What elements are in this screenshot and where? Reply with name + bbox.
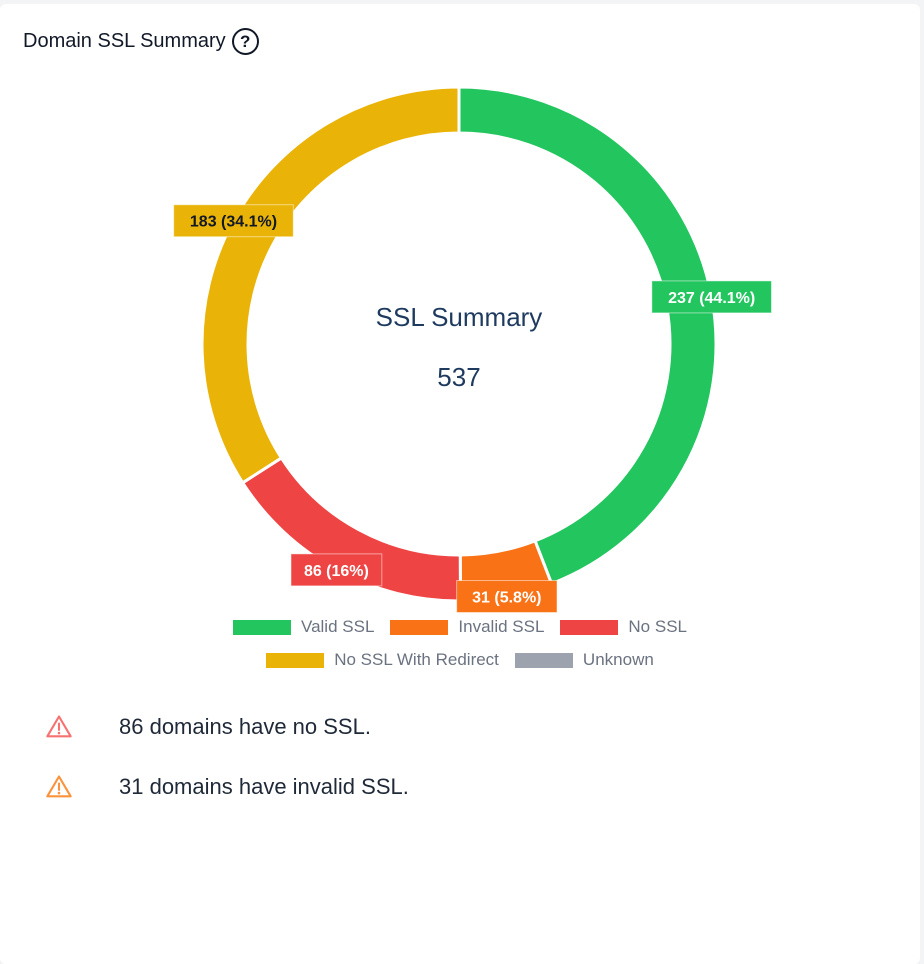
slice-no-ssl-with-redirect[interactable] — [200, 85, 461, 485]
warning-icon — [46, 715, 72, 738]
data-label-text: 86 (16%) — [304, 563, 369, 580]
data-label-text: 31 (5.8%) — [472, 590, 541, 607]
legend-swatch — [266, 652, 325, 668]
alert-item: 86 domains have no SSL. — [45, 712, 409, 742]
alerts-list: 86 domains have no SSL. 31 domains have i… — [45, 712, 409, 832]
warning-icon — [46, 775, 72, 798]
legend-label: Valid SSL — [301, 617, 375, 636]
data-label-no-ssl: 86 (16%) — [290, 553, 383, 587]
data-label-valid-ssl: 237 (44.1%) — [651, 280, 772, 314]
alert-text: 86 domains have no SSL. — [119, 714, 371, 739]
legend-swatch — [560, 619, 619, 635]
legend-label: No SSL — [628, 617, 687, 636]
data-label-box — [651, 280, 772, 314]
legend-row-2: No SSL With Redirect Unknown — [0, 650, 920, 670]
legend-label: Unknown — [582, 650, 654, 669]
data-label-invalid-ssl: 31 (5.8%) — [456, 580, 558, 614]
legend-label: Invalid SSL — [458, 617, 545, 636]
legend-item-unknown[interactable]: Unknown — [514, 650, 654, 670]
legend-item-no-ssl-with-redirect[interactable]: No SSL With Redirect — [266, 650, 499, 670]
legend-swatch — [390, 619, 449, 635]
slice-valid-ssl[interactable] — [457, 85, 718, 586]
card-header: Domain SSL Summary ? — [23, 28, 259, 55]
legend-swatch — [514, 652, 573, 668]
legend-item-no-ssl[interactable]: No SSL — [560, 617, 687, 637]
data-label-no-ssl-with-redirect: 183 (34.1%) — [173, 204, 294, 238]
legend-item-valid-ssl[interactable]: Valid SSL — [233, 617, 374, 637]
legend-item-invalid-ssl[interactable]: Invalid SSL — [390, 617, 544, 637]
data-label-text: 237 (44.1%) — [668, 290, 755, 307]
data-label-text: 183 (34.1%) — [190, 214, 277, 231]
legend-row-1: Valid SSL Invalid SSL No SSL — [0, 617, 920, 637]
data-label-box — [290, 553, 383, 587]
data-label-box — [456, 580, 558, 614]
help-icon[interactable]: ? — [231, 28, 259, 55]
ssl-summary-card: Domain SSL Summary ? — [0, 4, 920, 964]
data-label-box — [173, 204, 294, 238]
legend-label: No SSL With Redirect — [334, 650, 499, 669]
alert-item: 31 domains have invalid SSL. — [45, 772, 409, 802]
card-title: Domain SSL Summary — [23, 30, 226, 52]
center-label: SSL Summary — [376, 302, 543, 332]
alert-text: 31 domains have invalid SSL. — [119, 774, 409, 799]
center-value: 537 — [437, 362, 480, 392]
legend-swatch — [233, 619, 291, 635]
